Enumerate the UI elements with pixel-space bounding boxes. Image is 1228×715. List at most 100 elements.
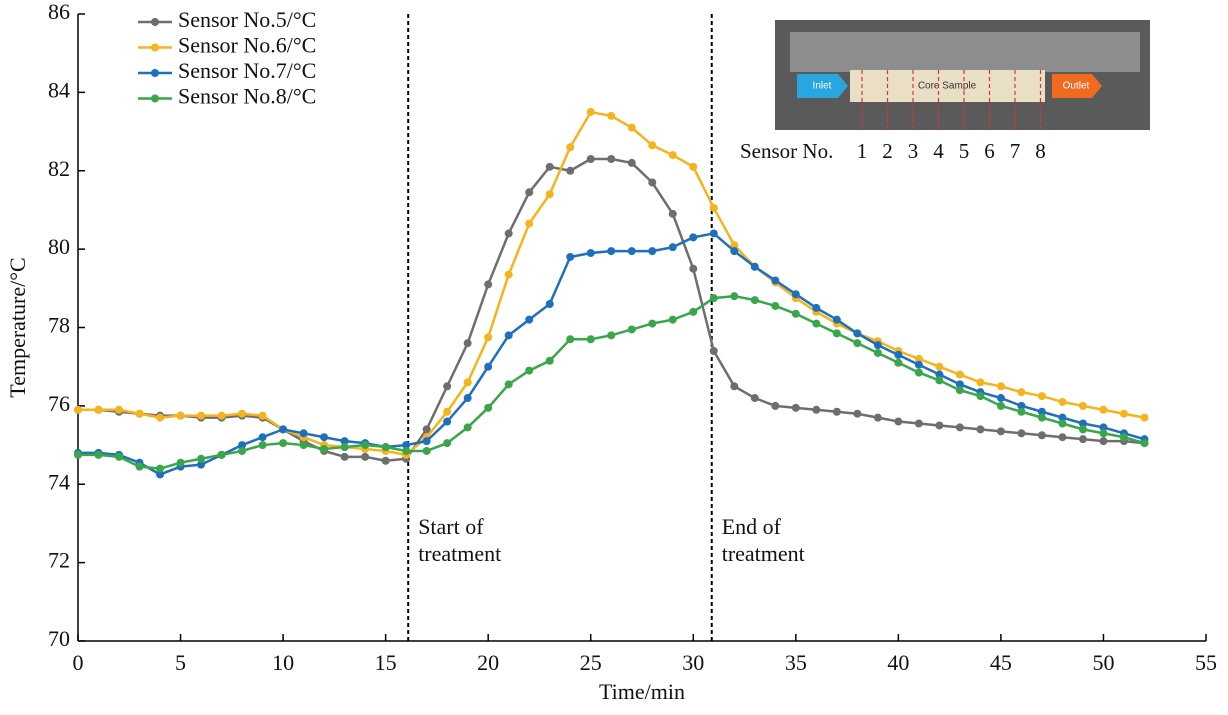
data-point — [1037, 413, 1046, 422]
data-point — [217, 450, 226, 459]
data-point — [1119, 433, 1128, 442]
data-point — [750, 262, 759, 271]
data-point — [709, 203, 718, 212]
data-point — [566, 335, 575, 344]
y-axis-label: Temperature/°C — [5, 257, 30, 397]
y-tick-label: 70 — [48, 626, 70, 651]
data-point — [135, 462, 144, 471]
legend-marker — [151, 94, 159, 103]
data-point — [935, 362, 944, 371]
x-tick-label: 55 — [1195, 650, 1217, 675]
data-point — [935, 376, 944, 385]
data-point — [1099, 437, 1108, 446]
outlet-arrow — [1052, 74, 1102, 98]
data-point — [504, 229, 513, 238]
data-point — [320, 444, 329, 453]
data-point — [1037, 392, 1046, 401]
data-point — [1099, 423, 1108, 432]
series-line — [78, 232, 1145, 476]
data-point — [914, 354, 923, 363]
data-point — [996, 394, 1005, 403]
data-point — [750, 296, 759, 305]
data-point — [176, 458, 185, 467]
data-point — [771, 301, 780, 310]
data-point — [996, 382, 1005, 391]
data-point — [586, 335, 595, 344]
sensor-label: Sensor No. — [740, 139, 833, 163]
data-point — [914, 360, 923, 369]
series-line — [78, 110, 1145, 457]
data-point — [545, 190, 554, 199]
core-sample — [850, 70, 1045, 102]
annotation: Start of — [418, 514, 484, 539]
data-point — [566, 252, 575, 261]
data-point — [730, 382, 739, 391]
data-point — [402, 446, 411, 455]
data-point — [935, 421, 944, 430]
data-point — [955, 386, 964, 395]
inlet-arrow — [797, 74, 848, 98]
data-point — [94, 450, 103, 459]
data-point — [545, 162, 554, 171]
data-point — [955, 380, 964, 389]
data-point — [279, 439, 288, 448]
legend-marker — [151, 18, 159, 26]
data-point — [443, 407, 452, 416]
data-point — [976, 392, 985, 401]
outlet-label: Outlet — [1063, 81, 1090, 92]
data-point — [853, 339, 862, 348]
data-point — [709, 229, 718, 238]
data-point — [484, 403, 493, 412]
x-tick-label: 10 — [272, 650, 294, 675]
data-point — [709, 294, 718, 303]
data-point — [873, 413, 882, 422]
data-point — [504, 331, 513, 340]
data-point — [689, 162, 698, 171]
data-point — [935, 370, 944, 379]
data-point — [1078, 435, 1087, 444]
annotation: treatment — [418, 541, 501, 566]
data-point — [586, 107, 595, 116]
y-tick-label: 78 — [48, 313, 70, 338]
data-point — [996, 401, 1005, 410]
data-point — [873, 348, 882, 357]
series-line — [78, 157, 1145, 462]
legend-label: Sensor No.6/°C — [178, 33, 316, 58]
data-point — [668, 151, 677, 160]
data-point — [1078, 401, 1087, 410]
data-point — [976, 378, 985, 387]
data-point — [1058, 397, 1067, 406]
data-point — [607, 111, 616, 120]
sensor-number: 5 — [959, 139, 970, 163]
data-point — [381, 443, 390, 452]
data-point — [566, 166, 575, 175]
data-point — [484, 280, 493, 289]
data-point — [463, 378, 472, 387]
data-point — [586, 154, 595, 163]
data-point — [607, 331, 616, 340]
legend-label: Sensor No.7/°C — [178, 58, 316, 83]
data-point — [238, 409, 247, 418]
data-point — [607, 154, 616, 163]
data-point — [463, 394, 472, 403]
data-point — [443, 417, 452, 426]
data-point — [976, 425, 985, 434]
data-point — [504, 270, 513, 279]
data-point — [545, 356, 554, 365]
data-point — [258, 441, 267, 450]
data-point — [791, 309, 800, 318]
data-point — [299, 429, 308, 438]
data-point — [586, 249, 595, 258]
data-point — [258, 411, 267, 420]
data-point — [238, 446, 247, 455]
data-point — [525, 219, 534, 228]
sensor-number: 8 — [1035, 139, 1046, 163]
data-point — [648, 141, 657, 150]
sensor-number: 4 — [933, 139, 944, 163]
y-tick-label: 76 — [48, 391, 70, 416]
data-point — [566, 143, 575, 152]
data-point — [771, 401, 780, 410]
data-point — [443, 439, 452, 448]
data-point — [832, 315, 841, 324]
